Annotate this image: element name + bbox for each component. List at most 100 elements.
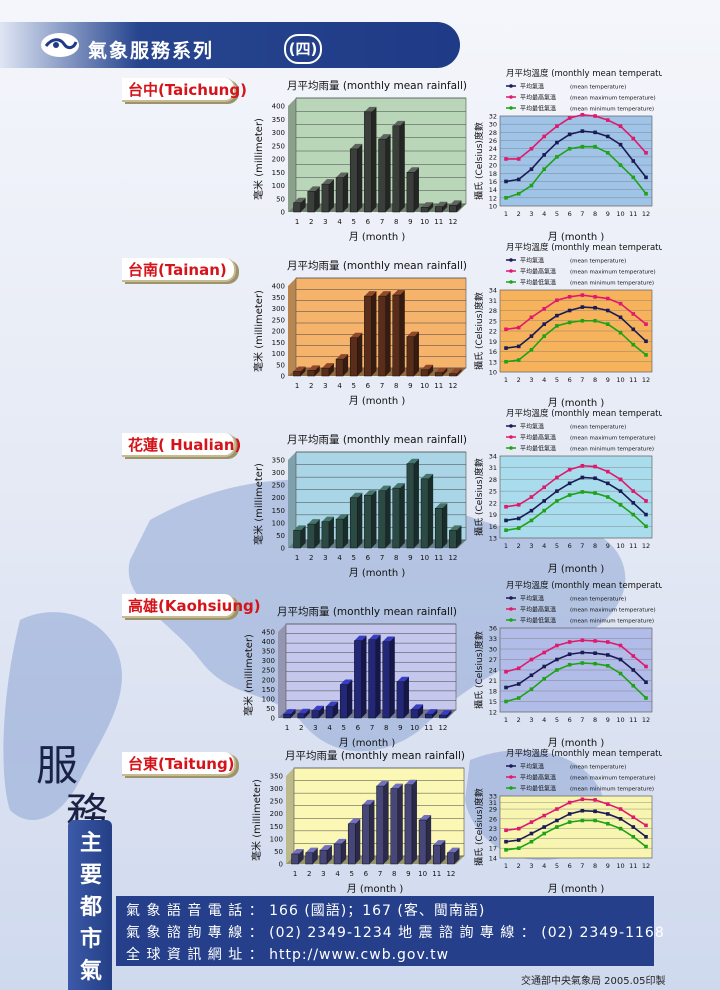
data-point [567,481,572,486]
temp-chart-taitung: 月平均溫度 (monthly mean temperature) 平均氣溫 (mea… [472,746,662,896]
y-tick-label: 15 [489,698,497,706]
data-point [606,653,610,657]
bar [392,483,405,549]
x-tick-label: 10 [616,542,624,550]
data-point [555,657,559,662]
x-tick-label: 5 [555,716,559,724]
data-point [555,313,559,318]
data-point [593,651,597,655]
x-tick-label: 2 [517,862,521,870]
bar [349,332,363,377]
bar [293,525,306,549]
x-tick-label: 10 [420,218,429,226]
data-point [567,132,572,137]
data-point [580,808,585,813]
y-tick-label: 50 [266,705,275,713]
y-tick-label: 350 [270,773,283,781]
data-point [555,499,559,503]
bar [347,818,361,865]
bar [449,368,462,377]
x-tick-label: 5 [352,218,356,226]
data-point [516,344,521,349]
bar [333,838,347,865]
chart-title: 月平均雨量 (monthly mean rainfall) [285,750,465,762]
legend-label-cn: 平均氣溫 [520,257,544,265]
x-tick-label: 6 [356,724,361,732]
y-tick-label: 16 [489,178,497,186]
bar [307,365,320,377]
series-line [505,464,647,508]
series-line [505,798,647,832]
y-tick-label: 450 [262,629,275,637]
data-point [555,298,559,303]
city-label-kaohsiung: 高雄(Kaohsiung) [122,594,261,620]
x-axis-label: 月 (month ) [548,737,605,749]
bar [362,799,375,865]
x-tick-label: 2 [309,382,313,390]
x-tick-label: 3 [323,218,327,226]
footer-credit: 交通部中央氣象局 2005.05印製 [521,976,666,987]
y-axis-label: 攝氏 (Celsius)度數 [473,788,485,866]
y-tick-label: 34 [489,287,497,295]
y-tick-label: 50 [276,532,285,540]
data-point [606,640,610,644]
x-tick-label: 8 [394,218,398,226]
y-axis-label: 攝氏 (Celsius)度數 [473,458,485,536]
x-axis-label: 月 (month ) [548,563,605,575]
legend-label-en: (mean minimum temperature) [570,787,654,793]
y-tick-label: 26 [489,815,497,823]
legend-label-cn: 平均最低氣溫 [520,279,556,287]
x-tick-label: 1 [295,382,299,390]
rain-chart-taichung: 月平均雨量 (monthly mean rainfall) 0 50 100 150 20… [248,76,478,244]
series-line [505,294,647,331]
y-axis-label: 攝氏 (Celsius)度數 [473,292,485,370]
x-tick-label: 1 [295,218,299,226]
data-point [529,673,534,678]
legend-marker [509,446,513,450]
series-line [505,306,647,349]
legend-marker [509,596,513,600]
data-point [618,826,623,831]
bar [424,709,438,719]
data-point [618,124,623,129]
data-point [593,798,597,802]
x-tick-label: 12 [642,376,650,384]
data-point [606,802,610,806]
data-point [529,495,534,499]
bar [368,634,381,719]
legend-label-cn: 平均最高氣溫 [520,606,556,614]
data-point [644,499,648,503]
x-tick-label: 8 [593,862,597,870]
y-tick-label: 36 [489,625,497,633]
data-point [580,112,585,117]
data-point [631,327,636,332]
x-tick-label: 5 [352,554,356,562]
x-tick-label: 9 [606,210,610,218]
x-tick-label: 5 [350,870,354,878]
y-tick-label: 400 [272,103,285,111]
x-tick-label: 3 [529,210,533,218]
bar [432,840,446,865]
y-tick-label: 31 [489,799,497,807]
bar [364,106,377,213]
data-point [606,296,610,301]
x-tick-label: 7 [580,210,584,218]
data-point [606,118,610,122]
x-tick-label: 3 [313,724,317,732]
data-point [618,671,623,676]
x-tick-label: 11 [629,716,637,724]
data-point [606,151,610,155]
y-tick-label: 18 [489,688,497,696]
side-vertical-bar [68,820,112,990]
data-point [606,664,610,668]
data-point [529,334,534,338]
data-point [529,167,534,171]
legend-marker [509,607,513,611]
city-name: 台南(Tainan) [128,261,227,279]
chart-title: 月平均溫度 (monthly mean temperature) [506,242,662,253]
y-tick-label: 12 [489,194,497,202]
y-tick-label: 250 [272,316,285,324]
y-tick-label: 16 [489,523,497,531]
legend-marker [509,95,513,99]
x-tick-label: 10 [616,862,624,870]
